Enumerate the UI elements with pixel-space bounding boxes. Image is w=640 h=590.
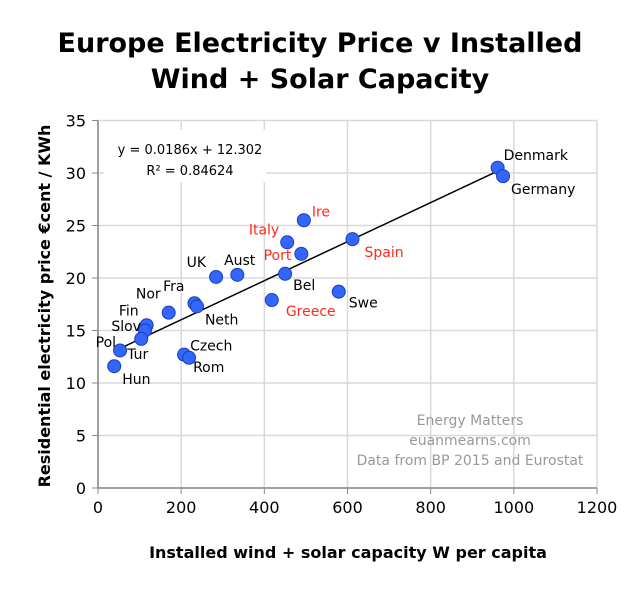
y-tick-label: 35 xyxy=(66,112,86,131)
point-label-ire: Ire xyxy=(312,204,330,220)
data-point-uk xyxy=(209,269,224,284)
annotation-1: Energy Matters xyxy=(417,413,524,429)
y-tick-label: 15 xyxy=(66,322,86,341)
data-point-aust xyxy=(230,267,245,282)
point-label-czech: Czech xyxy=(190,339,232,355)
title-line-1: Europe Electricity Price v Installed xyxy=(58,28,583,59)
point-label-port: Port xyxy=(264,248,292,264)
point-label-uk: UK xyxy=(187,255,207,271)
y-tick-label: 0 xyxy=(76,479,86,498)
data-point-hun xyxy=(107,359,122,374)
x-tick-label: 800 xyxy=(415,498,446,517)
x-tick-label: 1200 xyxy=(577,498,618,517)
data-point-greece xyxy=(264,293,279,308)
data-point-nor xyxy=(161,305,176,320)
data-point-spain xyxy=(345,232,360,247)
x-tick-label: 0 xyxy=(93,498,103,517)
point-label-nor: Nor xyxy=(136,287,161,303)
point-label-bel: Bel xyxy=(293,278,315,294)
y-tick-label: 20 xyxy=(66,269,86,288)
data-point-germany xyxy=(496,169,511,184)
annotation-2: euanmearns.com xyxy=(409,433,531,449)
y-tick-label: 25 xyxy=(66,217,86,236)
data-point-swe xyxy=(331,284,346,299)
y-tick-label: 10 xyxy=(66,374,86,393)
equation-box xyxy=(104,130,266,182)
x-tick-label: 1000 xyxy=(493,498,534,517)
point-label-spain: Spain xyxy=(364,245,403,261)
annotation-3: Data from BP 2015 and Eurostat xyxy=(357,453,584,469)
x-tick-label: 200 xyxy=(166,498,197,517)
point-label-aust: Aust xyxy=(224,253,256,269)
data-point-ire xyxy=(296,213,311,228)
point-label-slov: Slov xyxy=(111,319,141,335)
point-label-hun: Hun xyxy=(122,372,150,388)
point-label-italy: Italy xyxy=(249,222,279,238)
point-label-fin: Fin xyxy=(119,303,139,319)
title-line-2: Wind + Solar Capacity xyxy=(151,64,490,95)
x-axis-label: Installed wind + solar capacity W per ca… xyxy=(149,543,547,562)
x-tick-label: 600 xyxy=(332,498,363,517)
data-point-italy xyxy=(280,235,295,250)
point-label-germany: Germany xyxy=(511,182,575,198)
data-point-rom xyxy=(182,350,197,365)
point-label-neth: Neth xyxy=(205,312,238,328)
x-tick-label: 400 xyxy=(249,498,280,517)
point-label-greece: Greece xyxy=(286,304,336,320)
point-label-tur: Tur xyxy=(126,347,148,363)
y-tick-label: 5 xyxy=(76,427,86,446)
y-axis-label: Residential electricity price €cent / KW… xyxy=(35,125,54,488)
point-label-pol: Pol xyxy=(96,335,116,351)
point-label-swe: Swe xyxy=(349,296,378,312)
point-label-rom: Rom xyxy=(193,360,224,376)
trend-r2: R² = 0.84624 xyxy=(146,164,233,179)
data-point-port xyxy=(294,246,309,261)
point-label-denmark: Denmark xyxy=(504,148,569,164)
data-point-bel xyxy=(278,266,293,281)
point-label-fra: Fra xyxy=(163,279,184,295)
y-tick-label: 30 xyxy=(66,164,86,183)
data-point-neth xyxy=(189,299,204,314)
trend-equation: y = 0.0186x + 12.302 xyxy=(118,143,263,158)
data-point-pol xyxy=(113,343,128,358)
data-point-tur xyxy=(134,331,149,346)
trendline xyxy=(119,167,504,350)
